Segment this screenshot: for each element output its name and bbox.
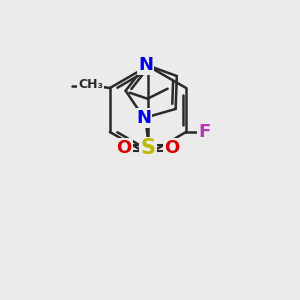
- Text: CH₃: CH₃: [78, 79, 103, 92]
- Text: O: O: [84, 77, 100, 95]
- Text: S: S: [140, 138, 155, 158]
- Text: N: N: [136, 109, 152, 127]
- Text: N: N: [138, 56, 153, 74]
- Text: O: O: [116, 139, 132, 157]
- Text: F: F: [198, 123, 210, 141]
- Text: O: O: [164, 139, 180, 157]
